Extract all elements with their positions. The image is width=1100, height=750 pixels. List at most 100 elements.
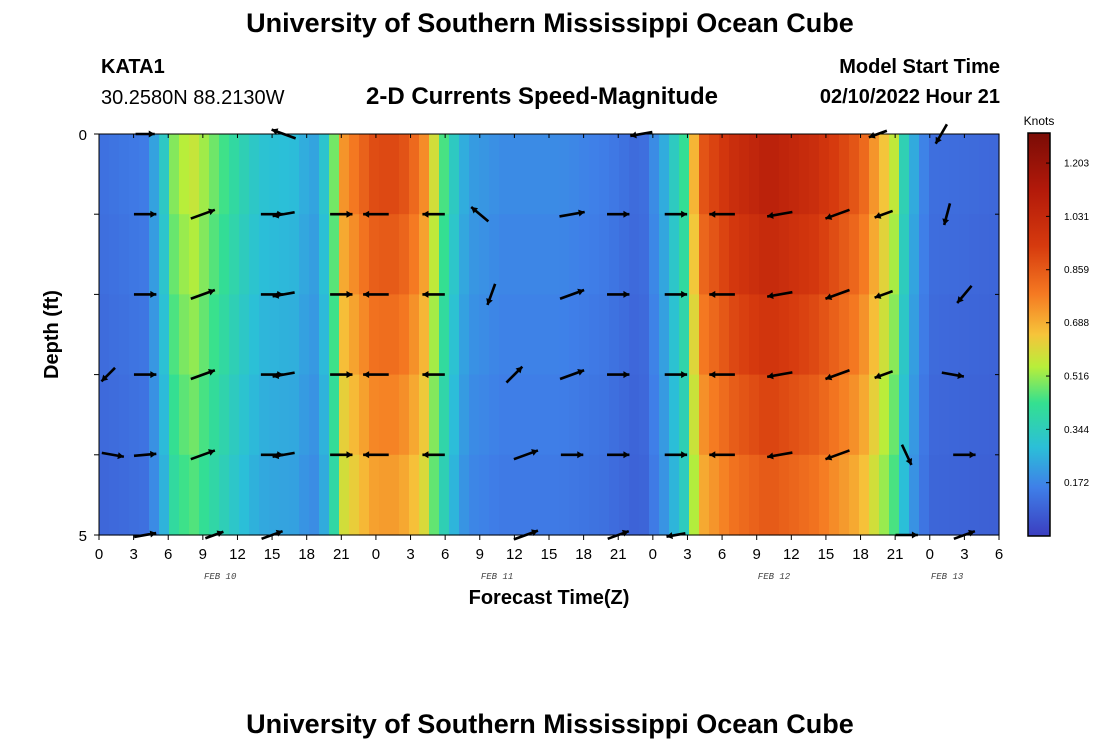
heatmap-cell <box>939 214 950 295</box>
heatmap-cell <box>779 454 790 536</box>
heatmap-cell <box>179 374 190 456</box>
arrow-head <box>905 458 913 465</box>
heatmap-cell <box>259 214 270 295</box>
heatmap-cell <box>779 214 790 295</box>
heatmap-cell <box>249 294 260 376</box>
heatmap-cell <box>449 374 460 456</box>
current-arrow <box>664 210 688 218</box>
heatmap-cell <box>809 214 820 295</box>
x-tick-label: 12 <box>229 546 246 563</box>
current-arrow <box>559 368 585 381</box>
heatmap-cell <box>649 454 660 536</box>
heatmap-cell <box>729 214 740 295</box>
current-arrow <box>607 371 630 379</box>
date-label: FEB 13 <box>931 572 964 582</box>
current-arrow <box>956 284 973 304</box>
heatmap-cell <box>659 294 670 376</box>
heatmap-cell <box>269 134 280 215</box>
current-arrow <box>363 371 389 379</box>
heatmap-cell <box>599 294 610 376</box>
heatmap-cell <box>419 134 430 215</box>
heatmap-cell <box>789 134 800 215</box>
current-arrow <box>422 210 445 218</box>
heatmap-cell <box>309 294 320 376</box>
heatmap-cell <box>489 214 500 295</box>
heatmap-cell <box>269 294 280 376</box>
heatmap-cell <box>869 134 880 215</box>
heatmap-cell <box>379 374 390 456</box>
heatmap-cell <box>329 294 340 376</box>
heatmap-cell <box>969 454 980 536</box>
footer-title: University of Southern Mississippi Ocean… <box>246 709 854 739</box>
heatmap-cell <box>429 294 440 376</box>
heatmap-cell <box>949 294 960 376</box>
heatmap-cell <box>919 294 930 376</box>
arrow-head <box>346 210 353 218</box>
heatmap-cell <box>219 454 230 536</box>
heatmap-cell <box>119 294 130 376</box>
heatmap-cell <box>969 374 980 456</box>
heatmap-cell <box>389 134 400 215</box>
chart-subtitle: 2-D Currents Speed-Magnitude <box>366 83 719 110</box>
heatmap-cell <box>259 454 270 536</box>
arrow-head <box>767 452 774 460</box>
current-arrow <box>100 366 116 383</box>
heatmap-cell <box>149 454 160 536</box>
heatmap-cell <box>979 134 990 215</box>
heatmap-cell <box>979 454 990 536</box>
heatmap-cell <box>719 374 730 456</box>
heatmap-cell <box>529 134 540 215</box>
heatmap-cell <box>559 454 570 536</box>
heatmap-cell <box>879 214 890 295</box>
heatmap-cell <box>709 294 720 376</box>
heatmap-cell <box>699 454 710 536</box>
heatmap-cell <box>99 214 110 295</box>
colorbar-tick-label: 0.688 <box>1064 318 1089 329</box>
heatmap-cell <box>109 134 120 215</box>
heatmap-cell <box>719 454 730 536</box>
heatmap-cell <box>689 214 700 295</box>
heatmap-cell <box>819 454 830 536</box>
heatmap-cell <box>539 374 550 456</box>
heatmap-cell <box>379 134 390 215</box>
current-arrow <box>133 290 157 298</box>
heatmap-cell <box>469 454 480 536</box>
heatmap-cell <box>429 134 440 215</box>
x-tick-label: 15 <box>541 546 558 563</box>
heatmap-cell <box>339 374 350 456</box>
heatmap-cell <box>429 374 440 456</box>
heatmap-cell <box>799 294 810 376</box>
heatmap-cell <box>949 214 960 295</box>
heatmap-cell <box>679 374 690 456</box>
heatmap-cell <box>619 294 630 376</box>
current-arrow <box>824 208 850 220</box>
heatmap-cell <box>989 454 1000 536</box>
heatmap-cell <box>199 374 210 456</box>
y-axis: 05 <box>79 127 999 545</box>
heatmap-cell <box>699 294 710 376</box>
current-arrow <box>133 210 157 218</box>
heatmap-cell <box>589 214 600 295</box>
heatmap-cell <box>279 374 290 456</box>
heatmap-cell <box>359 134 370 215</box>
x-tick-label: 0 <box>649 546 657 563</box>
heatmap-cell <box>369 214 380 295</box>
current-arrow <box>330 451 353 459</box>
heatmap-cell <box>909 134 920 215</box>
heatmap-cell <box>119 374 130 456</box>
heatmap-cell <box>719 134 730 215</box>
heatmap-cell <box>749 374 760 456</box>
heatmap-cell <box>509 454 520 536</box>
heatmap-cell <box>599 374 610 456</box>
heatmap-cell <box>359 294 370 376</box>
arrow-head <box>471 207 479 214</box>
heatmap-cell <box>199 454 210 536</box>
heatmap-cell <box>469 374 480 456</box>
arrow-head <box>935 136 942 144</box>
heatmap-cell <box>859 294 870 376</box>
current-arrow <box>874 289 894 299</box>
heatmap-cell <box>619 214 630 295</box>
heatmap-cell <box>429 454 440 536</box>
heatmap-cell <box>239 454 250 536</box>
heatmap-cell <box>399 214 410 295</box>
